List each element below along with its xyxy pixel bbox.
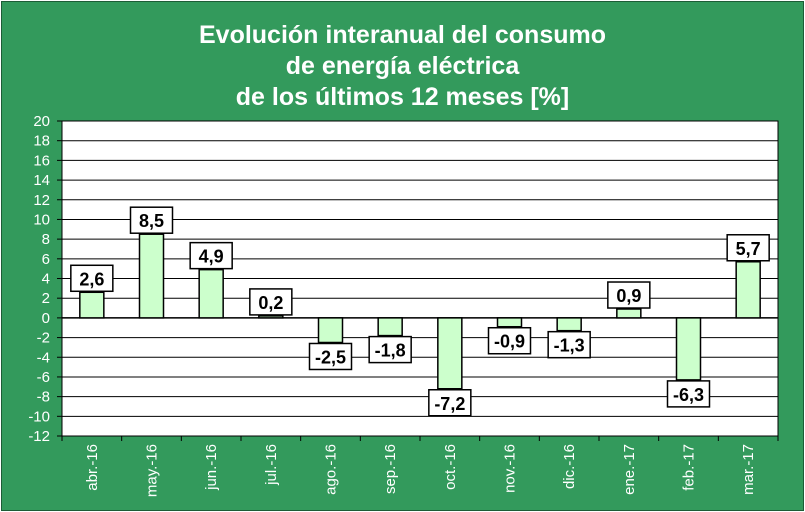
data-label-box	[308, 342, 353, 371]
data-label: -0,9	[494, 332, 525, 352]
y-tick-label: -8	[37, 389, 50, 406]
chart-title-line-1: Evolución interanual del consumo	[198, 21, 606, 49]
y-tick-label: 4	[42, 271, 50, 288]
x-tick-label: feb.-17	[681, 444, 698, 491]
y-tick-label: -2	[37, 330, 50, 347]
x-tick-label: jul.-16	[263, 444, 280, 486]
y-tick-label: -6	[37, 369, 50, 386]
x-tick-label: sep.-16	[382, 444, 399, 494]
y-tick-label: 6	[42, 251, 50, 268]
y-tick-label: 2	[42, 290, 50, 307]
data-label-box	[666, 380, 711, 408]
data-label: 5,7	[736, 239, 761, 259]
data-label-box	[129, 206, 174, 234]
x-tick-label: ene.-17	[621, 444, 638, 495]
x-tick-label: dic.-16	[561, 444, 578, 489]
x-tick-label: abr.-16	[84, 444, 101, 491]
y-tick-label: 18	[33, 133, 50, 150]
y-tick-label: 0	[42, 310, 50, 327]
bar	[377, 317, 403, 337]
data-label: 0,2	[258, 293, 283, 313]
bar	[675, 317, 702, 381]
data-label: -1,8	[375, 341, 406, 361]
x-tick-label: nov.-16	[502, 444, 519, 493]
chart-title: Evolución interanual del consumo de ener…	[2, 20, 803, 113]
x-tick-label: may.-16	[144, 444, 161, 497]
y-tick-label: 8	[42, 231, 50, 248]
bar	[437, 317, 463, 390]
y-tick-label: -4	[37, 349, 50, 366]
y-tick-label: 14	[33, 172, 50, 189]
x-tick-label: jun.-16	[203, 444, 220, 491]
bar	[79, 291, 105, 319]
data-label-box	[428, 389, 472, 417]
data-label-box	[70, 264, 114, 293]
data-label: -2,5	[315, 347, 346, 367]
data-label-box	[726, 234, 770, 262]
bar	[616, 308, 642, 319]
data-label-box	[249, 288, 293, 316]
data-label-box	[368, 335, 412, 364]
x-tick-label: oct.-16	[442, 444, 459, 490]
data-label-box	[547, 330, 591, 359]
data-label: 8,5	[139, 211, 164, 231]
x-tick-label: ago.-16	[323, 444, 340, 495]
y-tick-label: 10	[33, 211, 50, 228]
chart-title-line-2: de energía eléctrica	[285, 52, 520, 80]
data-label: -1,3	[554, 336, 585, 356]
data-label-box	[487, 326, 532, 355]
bar	[258, 315, 284, 319]
bar	[735, 261, 761, 319]
x-tick-label: mar.-17	[740, 444, 757, 495]
data-label-box	[189, 241, 233, 270]
data-label: -7,2	[434, 394, 465, 414]
y-tick-label: -10	[28, 408, 50, 425]
data-label: -6,3	[673, 385, 704, 405]
y-tick-label: 20	[33, 113, 50, 130]
data-label: 2,6	[79, 269, 104, 289]
bar	[138, 233, 165, 319]
y-tick-label: -12	[28, 428, 50, 445]
bar	[198, 268, 224, 319]
y-tick-label: 16	[33, 152, 50, 169]
chart-title-line-3: de los últimos 12 meses [%]	[235, 83, 570, 111]
bar	[556, 317, 582, 332]
bar	[317, 317, 344, 344]
y-tick-label: 12	[33, 192, 50, 209]
data-label: 4,9	[199, 247, 224, 267]
data-label: 0,9	[616, 286, 641, 306]
bar	[496, 317, 523, 328]
data-label-box	[607, 281, 651, 309]
